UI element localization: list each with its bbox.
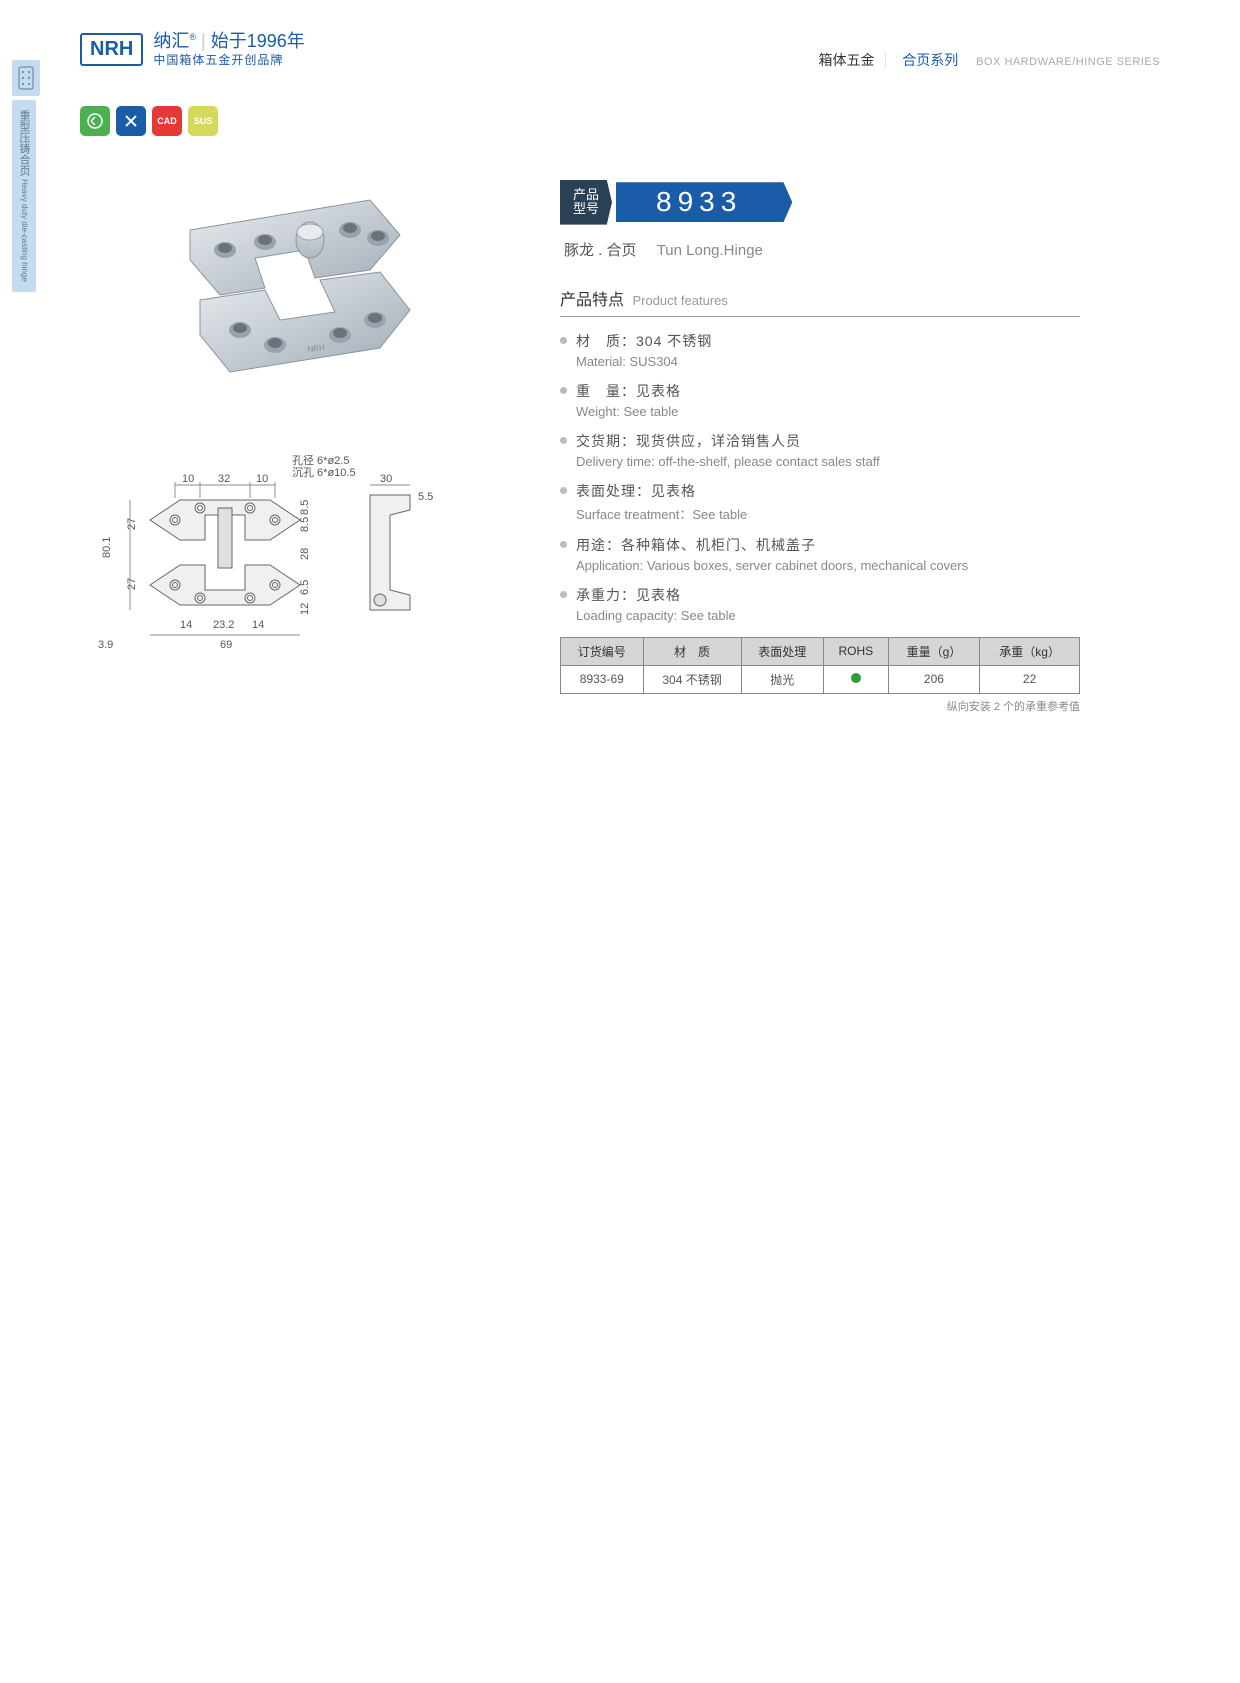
table-header-row: 订货编号 材 质 表面处理 ROHS 重量（g） 承重（kg） <box>561 637 1080 665</box>
hr-en: BOX HARDWARE/HINGE SERIES <box>976 56 1160 68</box>
feature-item: 承重力：见表格 Loading capacity: See table <box>560 585 1080 623</box>
feature-cn: 用途：各种箱体、机柜门、机械盖子 <box>576 535 1080 555</box>
feature-cn: 重 量：见表格 <box>576 381 1080 401</box>
table-row: 8933-69 304 不锈钢 抛光 206 22 <box>561 665 1080 693</box>
brand-subtitle: 中国箱体五金开创品牌 <box>153 53 304 69</box>
features-title-en: Product features <box>632 293 727 308</box>
badge-green <box>80 106 110 136</box>
dim-80_1: 80.1 <box>101 537 113 558</box>
logo: NRH <box>80 33 143 66</box>
dim-14a: 14 <box>180 619 192 631</box>
feature-cn: 承重力：见表格 <box>576 585 1080 605</box>
feature-en: Surface treatment：See table <box>576 504 1080 523</box>
td-code: 8933-69 <box>561 665 644 693</box>
dim-27b: 27 <box>126 578 138 590</box>
features-title-cn: 产品特点 <box>560 292 624 309</box>
dim-10a: 10 <box>182 473 194 485</box>
badge-red: CAD <box>152 106 182 136</box>
dim-10b: 10 <box>256 473 268 485</box>
dim-6_5: 6.5 <box>299 580 311 595</box>
side-tab-label: 重型压铸合页 Heavy duty die-casting hinge <box>12 100 36 292</box>
table-note: 纵向安装 2 个的承重参考值 <box>560 698 1080 714</box>
th-code: 订货编号 <box>561 637 644 665</box>
feature-cn: 材 质：304 不锈钢 <box>576 331 1080 351</box>
th-load: 承重（kg） <box>980 637 1080 665</box>
side-tab-cn: 重型压铸合页 <box>18 110 30 176</box>
model-subtitle: 豚龙 . 合页 Tun Long.Hinge <box>564 239 1080 260</box>
reg-mark: ® <box>189 32 196 42</box>
side-tab-en: Heavy duty die-casting hinge <box>20 179 29 282</box>
hr-category: 箱体五金 <box>818 52 874 68</box>
th-weight: 重量（g） <box>888 637 980 665</box>
side-tabs: 重型压铸合页 Heavy duty die-casting hinge <box>12 60 40 296</box>
dim-30: 30 <box>380 473 392 485</box>
dim-5_5: 5.5 <box>418 491 433 503</box>
model-row: 产品 型号 8933 <box>560 180 1080 225</box>
model-number: 8933 <box>616 182 792 222</box>
dim-hole2: 沉孔 6*ø10.5 <box>292 466 356 479</box>
rohs-dot-icon <box>851 673 861 683</box>
feature-en: Loading capacity: See table <box>576 608 1080 623</box>
feature-cn: 表面处理：见表格 <box>576 481 1080 501</box>
dim-8_5b: 8.5 <box>299 517 311 532</box>
dim-28: 28 <box>299 548 311 560</box>
brand-tagline: 始于1996年 <box>211 31 305 51</box>
header: NRH 纳汇® | 始于1996年 中国箱体五金开创品牌 <box>80 30 305 69</box>
dim-69: 69 <box>220 639 232 651</box>
feature-item: 材 质：304 不锈钢 Material: SUS304 <box>560 331 1080 369</box>
model-name-en: Tun Long.Hinge <box>657 242 763 259</box>
td-material: 304 不锈钢 <box>643 665 741 693</box>
dim-14b: 14 <box>252 619 264 631</box>
td-load: 22 <box>980 665 1080 693</box>
td-surface: 抛光 <box>741 665 824 693</box>
badge-blue <box>116 106 146 136</box>
brand-line1: 纳汇® | 始于1996年 <box>153 30 304 53</box>
feature-en: Material: SUS304 <box>576 354 1080 369</box>
product-image: NRH <box>130 160 430 420</box>
hr-sep: ｜ <box>878 52 892 68</box>
td-rohs <box>824 665 889 693</box>
feature-item: 交货期：现货供应，详洽销售人员 Delivery time: off-the-s… <box>560 431 1080 469</box>
feature-en: Delivery time: off-the-shelf, please con… <box>576 454 1080 469</box>
tech-drawing: 10 32 10 孔径 6*ø2.5 沉孔 6*ø10.5 30 5.5 80.… <box>80 440 460 700</box>
dim-12: 12 <box>299 603 311 615</box>
brand-name: 纳汇 <box>153 31 189 51</box>
th-surface: 表面处理 <box>741 637 824 665</box>
dim-27a: 27 <box>126 518 138 530</box>
td-weight: 206 <box>888 665 980 693</box>
feature-item: 重 量：见表格 Weight: See table <box>560 381 1080 419</box>
hr-subcategory: 合页系列 <box>902 52 958 68</box>
feature-item: 表面处理：见表格 Surface treatment：See table <box>560 481 1080 523</box>
spec-table: 订货编号 材 质 表面处理 ROHS 重量（g） 承重（kg） 8933-69 … <box>560 637 1080 694</box>
th-material: 材 质 <box>643 637 741 665</box>
dim-23_2: 23.2 <box>213 619 234 631</box>
feature-en: Application: Various boxes, server cabin… <box>576 558 1080 573</box>
feature-item: 用途：各种箱体、机柜门、机械盖子 Application: Various bo… <box>560 535 1080 573</box>
dim-hole1: 孔径 6*ø2.5 <box>292 454 349 467</box>
brand-text: 纳汇® | 始于1996年 中国箱体五金开创品牌 <box>153 30 304 69</box>
dim-3_9: 3.9 <box>98 639 113 651</box>
side-tab-icon <box>12 60 40 96</box>
features-list: 材 质：304 不锈钢 Material: SUS304 重 量：见表格 Wei… <box>560 331 1080 623</box>
brand-divider: | <box>201 31 206 51</box>
model-label: 产品 型号 <box>560 180 612 225</box>
right-panel: 产品 型号 8933 豚龙 . 合页 Tun Long.Hinge 产品特点 P… <box>560 180 1080 714</box>
badge-yellow: SUS <box>188 106 218 136</box>
model-name-cn: 豚龙 . 合页 <box>564 242 637 259</box>
dim-32: 32 <box>218 473 230 485</box>
feature-en: Weight: See table <box>576 404 1080 419</box>
features-title: 产品特点 Product features <box>560 286 1080 317</box>
header-right: 箱体五金 ｜ 合页系列 BOX HARDWARE/HINGE SERIES <box>818 50 1160 70</box>
th-rohs: ROHS <box>824 637 889 665</box>
feature-cn: 交货期：现货供应，详洽销售人员 <box>576 431 1080 451</box>
dim-8_5a: 8.5 <box>299 500 311 515</box>
badges-row: CAD SUS <box>80 106 218 136</box>
